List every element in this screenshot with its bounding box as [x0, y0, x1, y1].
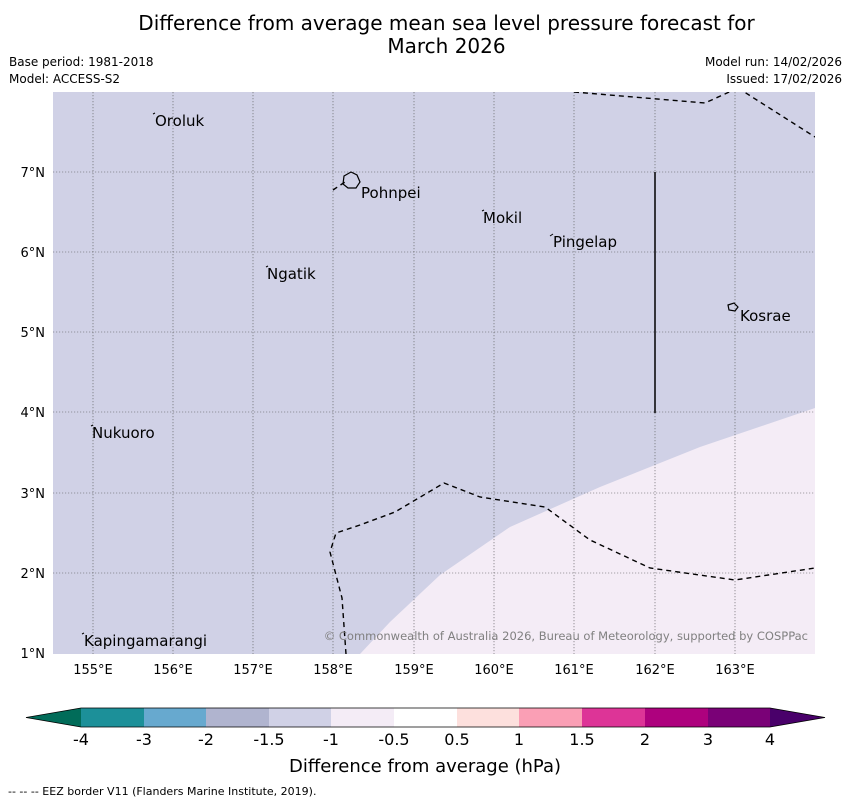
colorbar-segment — [645, 708, 708, 727]
graticule — [53, 92, 815, 654]
colorbar-tick-label: 4 — [765, 730, 775, 749]
lon-label-161e: 161°E — [554, 663, 594, 678]
lat-label-2n: 2°N — [21, 567, 46, 582]
lon-label-159e: 159°E — [394, 663, 434, 678]
lon-label-157e: 157°E — [233, 663, 273, 678]
colorbar-extend-high — [770, 708, 825, 727]
colorbar-segment — [394, 708, 457, 727]
place-label-kosrae: Kosrae — [740, 307, 791, 325]
colorbar-segments — [25, 707, 826, 728]
lat-label-4n: 4°N — [21, 406, 46, 421]
colorbar-segment — [708, 708, 770, 727]
place-label-mokil: Mokil — [483, 209, 522, 227]
title-line-2: March 2026 — [387, 34, 506, 58]
colorbar-segment — [206, 708, 269, 727]
colorbar: -4 -3 -2 -1.5 -1 -0.5 0.5 1 1.5 2 3 4 Di… — [25, 707, 826, 777]
lon-label-155e: 155°E — [73, 663, 113, 678]
colorbar-outline — [25, 707, 826, 728]
place-label-pohnpei: Pohnpei — [361, 184, 421, 202]
colorbar-tick-label: 2 — [640, 730, 650, 749]
colorbar-segment — [144, 708, 206, 727]
atoll-markers — [81, 112, 554, 635]
colorbar-segment — [582, 708, 645, 727]
lon-label-162e: 162°E — [635, 663, 675, 678]
colorbar-extend-low — [26, 708, 81, 727]
model-name: Model: ACCESS-S2 — [9, 72, 121, 86]
place-label-nukuoro: Nukuoro — [92, 424, 155, 442]
colorbar-segment — [269, 708, 331, 727]
colorbar-tick-label: 1 — [514, 730, 524, 749]
lat-label-7n: 7°N — [21, 166, 46, 181]
colorbar-tick-label: -1 — [323, 730, 339, 749]
colorbar-segment — [331, 708, 394, 727]
chart-title: Difference from average mean sea level p… — [0, 12, 850, 58]
colorbar-tick-label: 0.5 — [444, 730, 469, 749]
colorbar-tick-label: -0.5 — [378, 730, 409, 749]
colorbar-segment — [81, 708, 144, 727]
lat-label-3n: 3°N — [21, 487, 46, 502]
colorbar-tick-label: -2 — [198, 730, 214, 749]
lat-label-1n: 1°N — [21, 647, 46, 662]
colorbar-title: Difference from average (hPa) — [289, 756, 561, 777]
lat-label-5n: 5°N — [21, 326, 46, 341]
eez-legend-note: -- -- -- EEZ border V11 (Flanders Marine… — [8, 785, 317, 798]
copyright-notice: © Commonwealth of Australia 2026, Bureau… — [324, 629, 808, 643]
colorbar-tick-labels: -4 -3 -2 -1.5 -1 -0.5 0.5 1 1.5 2 3 4 — [73, 730, 775, 749]
lon-label-163e: 163°E — [715, 663, 755, 678]
colorbar-tick-label: 1.5 — [569, 730, 594, 749]
meta-right: Model run: 14/02/2026 Issued: 17/02/2026 — [705, 54, 842, 88]
place-label-kapingamarangi: Kapingamarangi — [84, 632, 207, 650]
lon-label-158e: 158°E — [313, 663, 353, 678]
pressure-band-minus1 — [360, 408, 815, 654]
model-run: Model run: 14/02/2026 — [704, 55, 842, 69]
place-label-ngatik: Ngatik — [267, 265, 316, 283]
lat-label-6n: 6°N — [21, 246, 46, 261]
colorbar-tick-label: -4 — [73, 730, 89, 749]
longitude-axis: 155°E 156°E 157°E 158°E 159°E 160°E 161°… — [73, 663, 755, 678]
meta-left: Base period: 1981-2018 Model: ACCESS-S2 — [9, 54, 154, 88]
lon-label-160e: 160°E — [474, 663, 514, 678]
colorbar-segment — [519, 708, 582, 727]
pohnpei-island-icon — [342, 171, 361, 189]
base-period: Base period: 1981-2018 — [9, 55, 154, 69]
issued-date: Issued: 17/02/2026 — [726, 72, 842, 86]
colorbar-tick-label: 3 — [703, 730, 713, 749]
colorbar-tick-label: -3 — [136, 730, 152, 749]
lon-label-156e: 156°E — [153, 663, 193, 678]
latitude-axis: 7°N 6°N 5°N 4°N 3°N 2°N 1°N — [21, 166, 46, 662]
colorbar-segment — [457, 708, 519, 727]
place-label-pingelap: Pingelap — [553, 233, 617, 251]
colorbar-tick-label: -1.5 — [253, 730, 284, 749]
title-line-1: Difference from average mean sea level p… — [138, 11, 755, 35]
place-label-oroluk: Oroluk — [155, 112, 204, 130]
kosrae-island-icon — [727, 302, 739, 312]
